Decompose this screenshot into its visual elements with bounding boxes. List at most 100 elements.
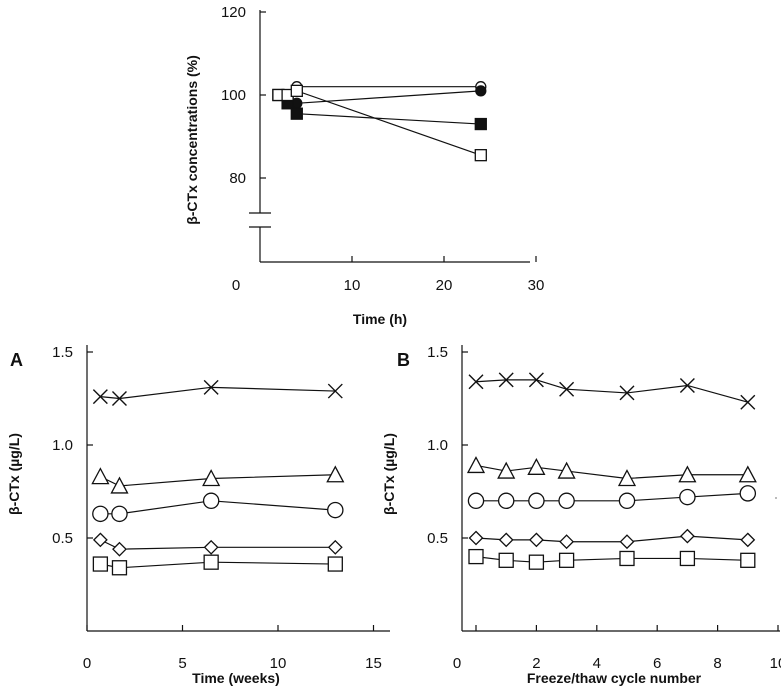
cross-point-1 [111, 391, 127, 406]
x-tick-label: 0 [232, 277, 240, 294]
series-cross [92, 379, 343, 406]
series-triangle [91, 465, 345, 494]
circle-point-3 [558, 492, 575, 510]
open-square-line [278, 90, 481, 156]
series-filled-square [272, 88, 487, 131]
x-tick-label: 6 [653, 655, 661, 672]
series-square [468, 548, 756, 570]
x-tick-label: 10 [270, 655, 287, 672]
triangle-line [100, 474, 336, 487]
panel-letter: B [397, 350, 410, 370]
cross-point-3 [559, 381, 575, 397]
scan-speck [775, 497, 777, 499]
circle-point-1 [497, 492, 515, 510]
diamond-point-1 [498, 532, 514, 548]
circle-point-0 [467, 492, 485, 510]
cross-line [100, 386, 336, 400]
diamond-point-3 [327, 539, 343, 555]
series-filled-circle [272, 85, 487, 109]
diamond-point-4 [619, 534, 635, 550]
x-tick-label: 4 [593, 655, 601, 672]
x-tick-label: 20 [436, 277, 453, 294]
circle-point-2 [202, 492, 220, 510]
x-axis-title: Time (weeks) [192, 670, 280, 686]
square-point-2 [528, 554, 545, 570]
circle-point-6 [739, 485, 757, 502]
square-point-1 [111, 560, 128, 576]
triangle-point-1 [497, 461, 516, 479]
triangle-point-0 [466, 456, 486, 474]
filled-square-point-3 [474, 117, 487, 131]
square-line [100, 561, 336, 569]
y-tick-label: 120 [221, 4, 246, 21]
circle-point-2 [528, 492, 545, 510]
triangle-point-3 [557, 461, 576, 479]
x-tick-label: 10 [344, 277, 361, 294]
circle-point-3 [327, 501, 344, 519]
triangle-point-1 [110, 476, 129, 494]
cross-line [475, 379, 748, 403]
series-cross [468, 372, 756, 410]
y-tick-label: 0.5 [52, 530, 73, 547]
y-tick-label: 80 [229, 170, 246, 187]
filled-circle-line [278, 90, 481, 104]
square-point-3 [327, 556, 343, 572]
open-square-point-2 [290, 84, 303, 97]
square-point-1 [498, 552, 514, 568]
square-point-4 [619, 550, 635, 567]
cross-point-5 [679, 377, 695, 393]
diamond-point-3 [559, 534, 575, 550]
filled-square-point-2 [290, 107, 303, 120]
y-tick-label: 1.5 [427, 344, 448, 361]
circle-point-4 [618, 492, 636, 510]
circle-point-5 [679, 488, 696, 506]
triangle-point-6 [738, 465, 757, 483]
triangle-point-4 [617, 469, 637, 487]
x-axis-title: Freeze/thaw cycle number [527, 670, 702, 686]
diamond-point-2 [528, 532, 544, 548]
circle-line [476, 492, 748, 502]
cross-point-3 [327, 383, 343, 399]
chart-panel-B: 0 2 4 6 8 10 0.5 1.0 1.5 Freeze/thaw cycle number… [381, 344, 781, 686]
series-open-square [272, 84, 487, 162]
cross-point-0 [468, 374, 484, 390]
x-tick-label: 15 [365, 655, 382, 672]
triangle-line [475, 464, 748, 480]
series-circle [92, 492, 344, 523]
diamond-point-0 [92, 532, 108, 548]
square-point-0 [468, 548, 484, 565]
x-tick-label: 8 [713, 655, 721, 672]
y-tick-label: 1.0 [427, 437, 448, 454]
diamond-point-0 [468, 530, 484, 546]
series-diamond [468, 528, 756, 550]
triangle-point-3 [326, 465, 345, 483]
cross-point-2 [203, 379, 219, 395]
x-tick-label: 0 [83, 655, 91, 672]
square-point-3 [558, 552, 575, 568]
cross-point-2 [528, 372, 544, 388]
cross-point-1 [498, 372, 514, 388]
chart-panel-A: 0 5 10 15 0.5 1.0 1.5 Time (weeks) β-CTx (µg/L) A [6, 344, 390, 686]
x-tick-label: 0 [453, 655, 461, 672]
diamond-line [475, 535, 748, 543]
chart-panel-top: 0 10 20 30 80 100 120 Time (h) β-CTx concentrati… [184, 4, 544, 327]
square-line [475, 556, 748, 563]
series-triangle [466, 456, 757, 487]
diamond-point-6 [740, 532, 756, 548]
y-tick-label: 1.5 [52, 344, 73, 361]
series-square [92, 554, 343, 576]
square-point-5 [679, 550, 696, 567]
x-tick-label: 5 [178, 655, 186, 672]
diamond-line [100, 539, 336, 550]
circle-point-0 [92, 505, 109, 523]
diamond-point-5 [679, 528, 695, 544]
triangle-point-5 [678, 465, 697, 483]
triangle-point-0 [91, 467, 110, 485]
panel-letter: A [10, 350, 23, 370]
x-tick-label: 30 [528, 277, 545, 294]
open-circle-line [278, 86, 481, 96]
y-axis-title: β-CTx (µg/L) [381, 433, 397, 515]
cross-point-0 [92, 389, 108, 405]
cross-point-4 [619, 385, 635, 401]
y-tick-label: 0.5 [427, 530, 448, 547]
